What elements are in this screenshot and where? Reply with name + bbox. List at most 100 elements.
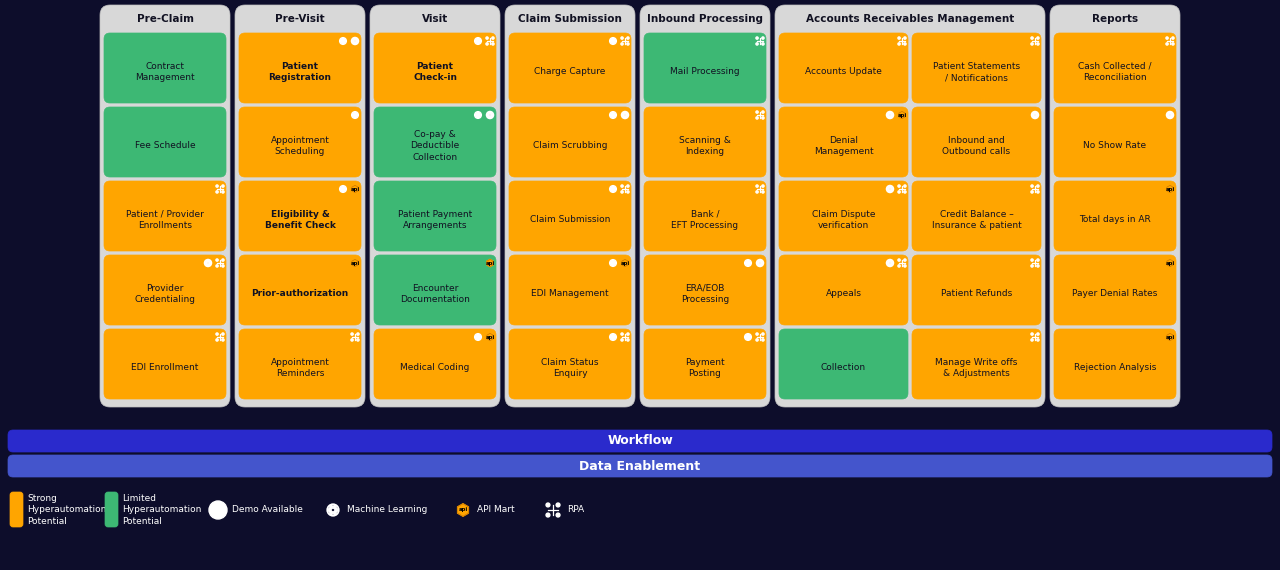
FancyBboxPatch shape (509, 107, 631, 177)
Text: Limited
Hyperautomation
Potential: Limited Hyperautomation Potential (122, 494, 201, 526)
Circle shape (621, 43, 623, 45)
FancyBboxPatch shape (1053, 329, 1176, 399)
FancyBboxPatch shape (239, 255, 361, 325)
Text: RPA: RPA (567, 506, 584, 515)
Text: API Mart: API Mart (477, 506, 515, 515)
Circle shape (335, 508, 338, 511)
FancyBboxPatch shape (911, 33, 1041, 103)
Text: Contract
Management: Contract Management (136, 62, 195, 82)
Text: Machine Learning: Machine Learning (347, 506, 428, 515)
Circle shape (351, 339, 353, 341)
Text: Fee Schedule: Fee Schedule (134, 141, 196, 150)
Circle shape (904, 265, 906, 267)
Circle shape (1037, 185, 1039, 187)
Circle shape (609, 38, 617, 44)
Circle shape (904, 191, 906, 193)
Circle shape (625, 116, 627, 117)
Circle shape (888, 186, 890, 188)
Circle shape (890, 116, 892, 117)
Circle shape (209, 260, 210, 262)
Circle shape (221, 191, 224, 193)
Circle shape (221, 259, 224, 261)
Circle shape (888, 190, 890, 192)
Circle shape (1030, 333, 1033, 335)
Text: Provider
Credentialing: Provider Credentialing (134, 284, 196, 304)
Circle shape (1037, 43, 1039, 45)
Circle shape (351, 333, 353, 335)
Circle shape (206, 260, 207, 262)
Text: Charge Capture: Charge Capture (534, 67, 605, 76)
FancyBboxPatch shape (239, 329, 361, 399)
Circle shape (221, 339, 224, 341)
Text: api: api (458, 507, 467, 512)
Text: Inbound and
Outbound calls: Inbound and Outbound calls (942, 136, 1011, 156)
Circle shape (490, 116, 492, 117)
Text: api: api (1165, 335, 1175, 340)
FancyBboxPatch shape (370, 5, 500, 407)
Circle shape (745, 333, 751, 340)
Circle shape (1037, 191, 1039, 193)
Circle shape (1030, 191, 1033, 193)
FancyBboxPatch shape (1053, 107, 1176, 177)
Circle shape (221, 185, 224, 187)
Circle shape (756, 111, 758, 113)
Circle shape (330, 511, 333, 515)
Circle shape (357, 333, 360, 335)
Circle shape (488, 116, 490, 117)
FancyBboxPatch shape (780, 329, 908, 399)
Polygon shape (1167, 185, 1174, 193)
Text: api: api (897, 112, 906, 117)
Circle shape (621, 333, 623, 335)
Text: Collection: Collection (820, 364, 867, 373)
Circle shape (1030, 265, 1033, 267)
Circle shape (609, 186, 617, 192)
FancyBboxPatch shape (104, 255, 227, 325)
Text: Eligibility &
Benefit Check: Eligibility & Benefit Check (265, 210, 335, 230)
Text: Co-pay &
Deductible
Collection: Co-pay & Deductible Collection (411, 131, 460, 162)
Circle shape (355, 42, 357, 44)
Circle shape (756, 339, 758, 341)
FancyBboxPatch shape (780, 255, 908, 325)
Circle shape (353, 42, 355, 44)
Text: Rejection Analysis: Rejection Analysis (1074, 364, 1156, 373)
Circle shape (221, 333, 224, 335)
Circle shape (904, 43, 906, 45)
Circle shape (352, 40, 355, 42)
Text: Demo Available: Demo Available (232, 506, 303, 515)
Circle shape (492, 37, 494, 39)
Text: Claim Submission: Claim Submission (530, 215, 611, 225)
Circle shape (556, 503, 559, 507)
Circle shape (333, 506, 337, 508)
Circle shape (888, 264, 890, 266)
Text: Data Enablement: Data Enablement (580, 459, 700, 473)
Text: EDI Enrollment: EDI Enrollment (132, 364, 198, 373)
Polygon shape (1167, 333, 1174, 341)
FancyBboxPatch shape (374, 181, 497, 251)
Circle shape (1036, 114, 1038, 116)
Circle shape (762, 339, 764, 341)
Circle shape (1171, 37, 1174, 39)
FancyBboxPatch shape (374, 107, 497, 177)
Circle shape (625, 112, 627, 114)
FancyBboxPatch shape (100, 5, 230, 407)
Circle shape (1037, 259, 1039, 261)
Circle shape (899, 185, 900, 187)
Circle shape (1037, 37, 1039, 39)
Circle shape (891, 262, 893, 264)
Circle shape (1037, 265, 1039, 267)
FancyBboxPatch shape (509, 181, 631, 251)
Circle shape (762, 117, 764, 119)
Text: Patient / Provider
Enrollments: Patient / Provider Enrollments (125, 210, 204, 230)
Circle shape (904, 259, 906, 261)
FancyBboxPatch shape (506, 5, 635, 407)
Circle shape (1037, 339, 1039, 341)
Circle shape (1030, 259, 1033, 261)
FancyBboxPatch shape (1053, 33, 1176, 103)
Circle shape (1032, 114, 1034, 116)
FancyBboxPatch shape (780, 33, 908, 103)
Text: EDI Management: EDI Management (531, 290, 609, 299)
FancyBboxPatch shape (10, 492, 23, 527)
Text: Claim Status
Enquiry: Claim Status Enquiry (541, 358, 599, 378)
Circle shape (486, 43, 488, 45)
Circle shape (355, 38, 357, 40)
